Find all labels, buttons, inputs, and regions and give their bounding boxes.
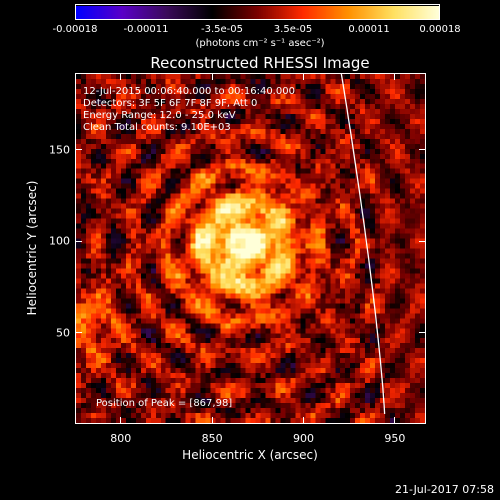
- colorbar-tick-label: -0.00011: [123, 24, 169, 35]
- plot-area: 12-Jul-2015 00:06:40.000 to 00:16:40.000…: [75, 73, 426, 424]
- info-line-counts: Clean Total counts: 9.10E+03: [83, 122, 231, 133]
- y-tick-mark-right: [419, 149, 426, 151]
- colorbar-tick-label: -3.5e-05: [201, 24, 243, 35]
- x-tick-mark-top: [303, 73, 305, 80]
- colorbar-tick-label: -0.00018: [52, 24, 98, 35]
- plot-overlay: [340, 74, 386, 414]
- y-tick-label: 150: [49, 143, 70, 157]
- colorbar-label: (photons cm⁻² s⁻¹ asec⁻²): [195, 38, 325, 49]
- colorbar-tick-label: 0.00018: [419, 24, 461, 35]
- info-line-energy: Energy Range: 12.0 - 25.0 keV: [83, 110, 236, 121]
- y-tick-mark-right: [419, 240, 426, 242]
- info-line-detectors: Detectors: 3F 5F 6F 7F 8F 9F, Att 0: [83, 98, 258, 109]
- x-axis-label: Heliocentric X (arcsec): [182, 448, 318, 462]
- y-axis-label: Heliocentric Y (arcsec): [25, 180, 39, 316]
- info-line-time: 12-Jul-2015 00:06:40.000 to 00:16:40.000: [83, 86, 295, 97]
- x-tick-mark-top: [120, 73, 122, 80]
- y-tick-mark: [75, 149, 82, 151]
- y-tick-mark-right: [419, 332, 426, 334]
- x-tick-label: 950: [384, 432, 406, 445]
- colorbar-tick-label: 0.00011: [348, 24, 390, 35]
- x-tick-mark-top: [211, 73, 213, 80]
- x-tick-mark: [211, 417, 213, 424]
- colorbar-gradient: [76, 6, 439, 19]
- x-tick-mark: [303, 417, 305, 424]
- y-tick-label: 100: [49, 234, 70, 248]
- peak-position-label: Position of Peak = [867,98]: [96, 398, 233, 409]
- colorbar: [75, 4, 440, 20]
- y-tick-mark: [75, 240, 82, 242]
- footer-timestamp: 21-Jul-2017 07:58: [394, 483, 494, 496]
- y-tick-mark: [75, 332, 82, 334]
- x-tick-mark-top: [394, 73, 396, 80]
- x-tick-label: 900: [293, 432, 315, 445]
- x-tick-label: 850: [201, 432, 223, 445]
- colorbar-tick-label: 3.5e-05: [273, 24, 313, 35]
- chart-title: Reconstructed RHESSI Image: [150, 54, 370, 72]
- y-tick-label: 50: [56, 326, 70, 340]
- x-tick-mark: [394, 417, 396, 424]
- x-tick-mark: [120, 417, 122, 424]
- solar-limb-line: [340, 74, 386, 414]
- x-tick-label: 800: [110, 432, 132, 445]
